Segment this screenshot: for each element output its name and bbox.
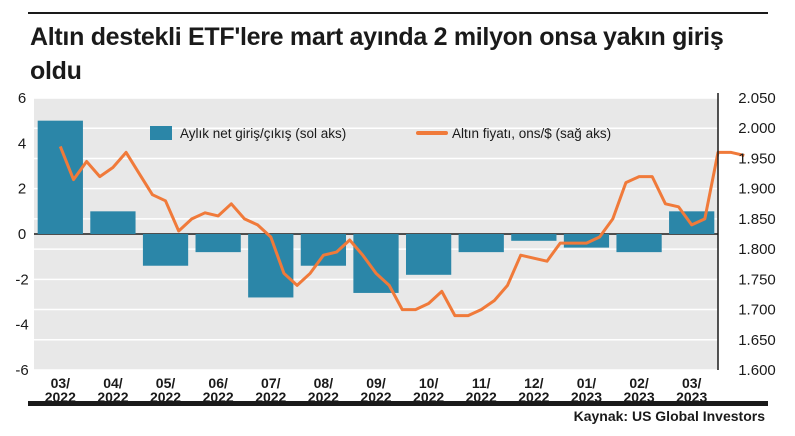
x-tick-label: 05/ — [156, 375, 176, 391]
bar — [248, 234, 294, 298]
legend-bar-swatch — [150, 126, 172, 140]
y-right-tick-label: 1.950 — [738, 150, 776, 167]
bar — [405, 234, 452, 275]
x-tick-label: 03/ — [682, 375, 702, 391]
bar — [195, 234, 241, 253]
y-right-tick-label: 1.850 — [738, 211, 776, 228]
y-left-tick-label: -2 — [15, 271, 28, 288]
x-tick-label: 09/ — [366, 375, 386, 391]
legend-bar-label: Aylık net giriş/çıkış (sol aks) — [180, 126, 346, 141]
x-tick-label: 07/ — [261, 375, 281, 391]
x-tick-label: 08/ — [314, 375, 334, 391]
bottom-rule — [28, 401, 768, 406]
bar — [142, 234, 189, 266]
y-left-tick-label: 2 — [18, 181, 26, 198]
y-left-tick-label: 6 — [18, 90, 26, 107]
x-tick-label: 01/ — [577, 375, 597, 391]
bar — [458, 234, 504, 253]
x-tick-label: 11/ — [472, 375, 491, 391]
y-left-tick-label: -4 — [15, 317, 28, 334]
y-right-tick-label: 1.800 — [738, 241, 776, 258]
bar — [616, 234, 662, 253]
bar — [511, 234, 557, 241]
y-right-tick-label: 1.650 — [738, 332, 776, 349]
y-right-tick-label: 1.750 — [738, 271, 776, 288]
bar — [353, 234, 399, 293]
legend-line-label: Altın fiyatı, ons/$ (sağ aks) — [452, 126, 611, 141]
bar — [90, 211, 136, 234]
y-right-tick-label: 1.700 — [738, 302, 776, 319]
x-tick-label: 12/ — [524, 375, 544, 391]
source-note: Kaynak: US Global Investors — [573, 408, 765, 424]
y-right-tick-label: 1.600 — [738, 362, 776, 379]
x-tick-label: 10/ — [419, 375, 439, 391]
y-right-tick-label: 2.050 — [738, 90, 776, 107]
top-rule — [28, 12, 768, 14]
y-left-tick-label: 0 — [18, 226, 26, 243]
x-tick-label: 03/ — [51, 375, 71, 391]
x-tick-label: 02/ — [629, 375, 649, 391]
bar — [563, 234, 610, 248]
y-right-tick-label: 2.000 — [738, 120, 776, 137]
gold-price-line — [58, 145, 745, 318]
y-left-tick-label: 4 — [18, 135, 26, 152]
x-tick-label: 06/ — [208, 375, 228, 391]
x-tick-label: 04/ — [103, 375, 123, 391]
y-left-tick-label: -6 — [15, 362, 28, 379]
y-right-tick-label: 1.900 — [738, 181, 776, 198]
chart-title: Altın destekli ETF'lere mart ayında 2 mi… — [30, 23, 724, 85]
